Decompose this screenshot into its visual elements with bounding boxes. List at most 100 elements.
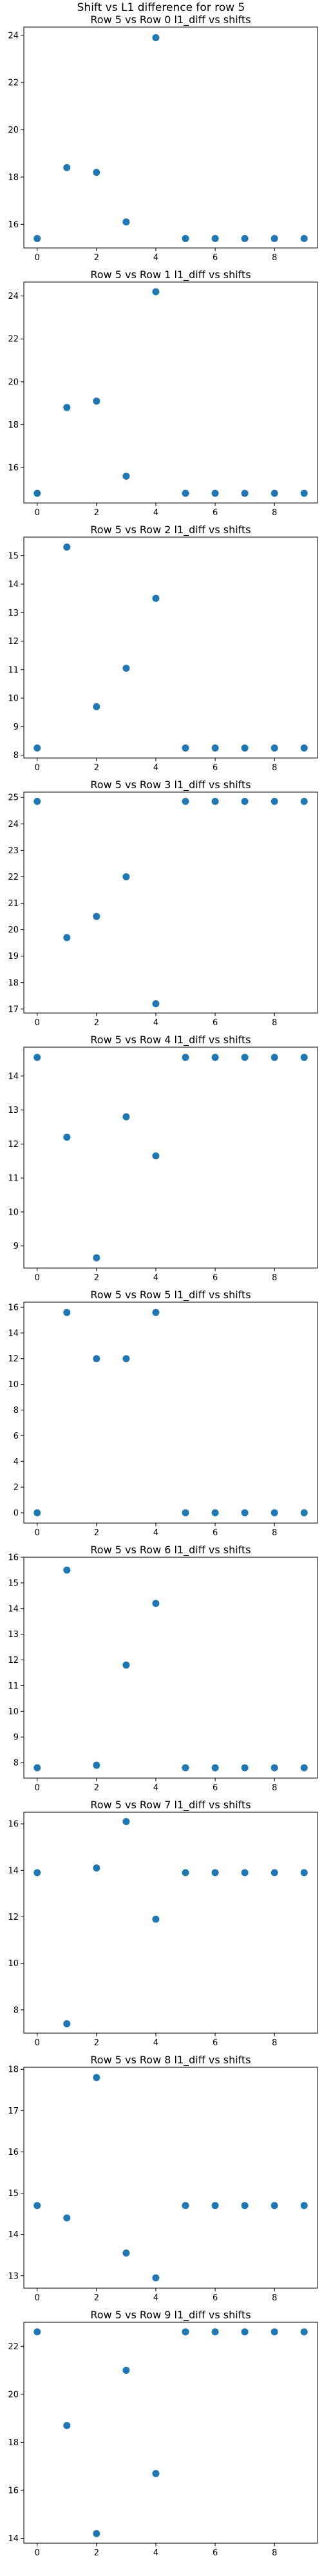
data-point <box>300 489 308 497</box>
data-point <box>211 1509 219 1517</box>
y-tick-label: 15 <box>8 1578 19 1588</box>
data-point <box>152 2470 160 2477</box>
axes-frame <box>23 2322 318 2544</box>
x-tick-label: 6 <box>213 1528 218 1538</box>
x-tick-label: 4 <box>153 1528 158 1538</box>
data-point <box>182 797 189 805</box>
data-point <box>152 288 160 296</box>
y-tick-label: 10 <box>8 1959 19 1969</box>
y-tick-label: 22 <box>8 335 19 345</box>
x-tick-label: 8 <box>272 1528 277 1538</box>
y-tick-label: 16 <box>8 464 19 473</box>
subplot-2: Row 5 vs Row 2 l1_diff vs shifts 0 2 4 6 8 8 9 1… <box>8 524 318 773</box>
x-tick-label: 2 <box>94 253 99 263</box>
data-point <box>300 744 308 752</box>
data-point <box>182 744 189 752</box>
data-point <box>122 2367 130 2374</box>
data-point <box>270 1764 278 1772</box>
y-tick-label: 11 <box>8 1174 19 1184</box>
y-tick-label: 16 <box>8 1303 19 1312</box>
data-point <box>93 1761 100 1769</box>
data-point <box>93 169 100 176</box>
data-point <box>300 1509 308 1517</box>
x-tick-label: 4 <box>153 2548 158 2558</box>
x-tick-label: 6 <box>213 763 218 773</box>
x-tick-label: 8 <box>272 1018 277 1028</box>
subplot-title: Row 5 vs Row 1 l1_diff vs shifts <box>90 269 251 281</box>
x-tick-label: 8 <box>272 1273 277 1283</box>
y-tick-label: 13 <box>8 2271 19 2281</box>
data-point <box>122 1355 130 1363</box>
x-tick-label: 4 <box>153 1783 158 1793</box>
y-tick-label: 12 <box>8 1140 19 1150</box>
y-tick-label: 21 <box>8 899 19 909</box>
data-point <box>93 1355 100 1363</box>
x-tick-label: 8 <box>272 2038 277 2048</box>
data-point <box>182 2328 189 2336</box>
data-point <box>122 472 130 480</box>
data-point <box>152 1309 160 1316</box>
x-tick-label: 4 <box>153 508 158 518</box>
y-tick-label: 12 <box>8 1656 19 1665</box>
y-tick-label: 14 <box>8 1866 19 1876</box>
y-tick-label: 18 <box>8 421 19 430</box>
data-point <box>122 665 130 672</box>
x-tick-label: 8 <box>272 508 277 518</box>
x-tick-label: 0 <box>35 2293 40 2303</box>
data-point <box>63 164 71 171</box>
x-tick-label: 0 <box>35 1783 40 1793</box>
x-tick-label: 4 <box>153 763 158 773</box>
data-point <box>122 218 130 226</box>
y-tick-label: 12 <box>8 1913 19 1922</box>
x-tick-label: 6 <box>213 2038 218 2048</box>
y-tick-label: 12 <box>8 637 19 647</box>
subplot-7: Row 5 vs Row 7 l1_diff vs shifts 0 2 4 6 8 8 10… <box>8 1799 318 2048</box>
x-tick-label: 2 <box>94 508 99 518</box>
subplot-4: Row 5 vs Row 4 l1_diff vs shifts 0 2 4 6 8 9 10… <box>8 1034 318 1283</box>
data-point <box>152 2274 160 2282</box>
x-tick-label: 2 <box>94 1273 99 1283</box>
subplot-6: Row 5 vs Row 6 l1_diff vs shifts 0 2 4 6 8 8 9 1… <box>8 1544 318 1793</box>
subplot-title: Row 5 vs Row 6 l1_diff vs shifts <box>90 1544 251 1557</box>
data-point <box>211 2328 219 2336</box>
x-tick-label: 4 <box>153 1273 158 1283</box>
y-tick-label: 14 <box>8 1604 19 1614</box>
axes-frame <box>23 1046 318 1269</box>
y-tick-label: 13 <box>8 1630 19 1640</box>
data-point <box>211 1764 219 1772</box>
data-point <box>182 1764 189 1772</box>
x-tick-label: 4 <box>153 253 158 263</box>
y-tick-label: 15 <box>8 2189 19 2199</box>
data-point <box>122 2249 130 2257</box>
data-point <box>241 1869 249 1877</box>
data-point <box>211 1869 219 1877</box>
data-point <box>93 1864 100 1872</box>
y-tick-label: 22 <box>8 79 19 88</box>
y-tick-label: 23 <box>8 846 19 856</box>
y-tick-label: 14 <box>8 2534 19 2544</box>
y-tick-label: 18 <box>8 978 19 988</box>
x-tick-label: 0 <box>35 1528 40 1538</box>
data-point <box>270 2202 278 2210</box>
data-point <box>152 594 160 602</box>
y-tick-label: 8 <box>14 1406 19 1416</box>
x-tick-label: 8 <box>272 1783 277 1793</box>
data-point <box>33 744 41 752</box>
data-point <box>93 913 100 920</box>
y-tick-label: 20 <box>8 2390 19 2400</box>
x-tick-label: 8 <box>272 2293 277 2303</box>
x-tick-label: 4 <box>153 2293 158 2303</box>
axes-frame <box>23 1812 318 2034</box>
x-tick-label: 6 <box>213 2548 218 2558</box>
y-tick-label: 22 <box>8 873 19 882</box>
y-tick-label: 13 <box>8 609 19 618</box>
x-tick-label: 2 <box>94 2293 99 2303</box>
data-point <box>270 1509 278 1517</box>
data-point <box>211 234 219 242</box>
data-point <box>63 543 71 551</box>
axes-frame <box>23 26 318 249</box>
data-point <box>182 234 189 242</box>
